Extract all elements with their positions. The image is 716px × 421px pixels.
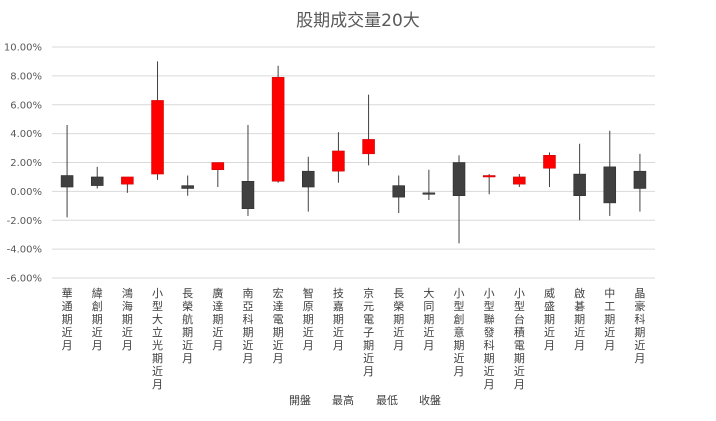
candle (90, 166, 104, 189)
candle-body (482, 175, 496, 178)
y-tick-label: 10.00% (4, 43, 42, 54)
y-tick-label: 6.00% (10, 100, 42, 111)
candle (362, 94, 375, 166)
candle (241, 124, 255, 216)
candle (181, 175, 194, 196)
y-axis-ticks: 10.00% 8.00% 6.00% 4.00% 2.00% 0.00% -2.00% -4.… (4, 43, 42, 285)
x-axis-labels: 華通期近月 緯創期近月 鴻海期近月 小型大立光期近月 長榮航期近月 廣達期近月 南亞科期近月… (62, 286, 646, 391)
candle-body (543, 155, 556, 169)
candle-body (121, 176, 134, 185)
candle (482, 174, 496, 195)
candle-body (633, 170, 647, 189)
x-tick-label: 中工期近月 (604, 287, 615, 352)
x-tick-label: 小型大立光期近月 (152, 287, 163, 391)
x-tick-label: 大同期近月 (423, 286, 434, 352)
candle (332, 132, 345, 183)
candle (603, 130, 617, 216)
y-tick-label: 2.00% (10, 158, 42, 169)
candle-body (211, 162, 225, 170)
legend-entry: 最低 (376, 394, 398, 407)
candle (633, 153, 647, 212)
y-tick-label: -2.00% (7, 216, 42, 227)
candle (151, 61, 164, 180)
y-tick-label: 0.00% (10, 187, 42, 198)
candle-body (513, 176, 526, 185)
x-tick-label: 鴻海期近月 (122, 286, 133, 352)
candle-body (392, 185, 405, 198)
x-tick-label: 小型創意期近月 (454, 287, 465, 378)
candle (60, 124, 74, 218)
y-tick-label: 8.00% (10, 71, 42, 82)
x-tick-label: 晶豪科期近月 (634, 287, 645, 365)
y-tick-label: -4.00% (7, 245, 42, 256)
y-tick-label: -6.00% (7, 274, 42, 285)
x-tick-label: 小型台積電期近月 (514, 287, 525, 391)
candle-body (90, 176, 104, 186)
candle-body (332, 150, 345, 172)
x-tick-label: 華通期近月 (62, 287, 73, 352)
candle-body (181, 185, 194, 189)
x-tick-label: 宏達電期近月 (273, 286, 284, 365)
candle (543, 152, 556, 188)
x-tick-label: 長榮航期近月 (182, 287, 193, 365)
x-tick-label: 小型聯發科期近月 (484, 287, 495, 391)
candle-body (603, 166, 617, 204)
candle-body (452, 162, 466, 196)
candle (302, 156, 315, 212)
legend-entry: 收盤 (419, 393, 441, 407)
grid-lines (52, 46, 655, 279)
legend-entry: 開盤 (289, 394, 311, 407)
candle-body (302, 170, 315, 188)
legend-entry: 最高 (332, 393, 354, 407)
x-tick-label: 威盛期近月 (544, 287, 555, 352)
candle-body (573, 173, 586, 196)
y-tick-label: 4.00% (10, 129, 42, 140)
candle (392, 175, 405, 214)
x-tick-label: 長榮期近月 (393, 287, 404, 352)
candle-body (422, 192, 436, 195)
x-tick-label: 南亞科期近月 (242, 287, 253, 365)
x-tick-label: 智原期近月 (303, 286, 314, 352)
candle-body (362, 139, 375, 155)
candle-body (151, 100, 164, 175)
x-tick-label: 緯創期近月 (92, 286, 103, 352)
x-tick-label: 廣達期近月 (212, 286, 223, 352)
candle (573, 143, 586, 221)
x-tick-label: 啟碁期近月 (574, 286, 585, 352)
candle-body (60, 175, 74, 188)
x-tick-label: 京元電子期近月 (363, 286, 374, 378)
candle-body (241, 181, 255, 209)
candle (452, 155, 466, 244)
chart-title: 股期成交量20大 (296, 11, 420, 31)
candle (121, 176, 134, 193)
x-tick-label: 技嘉期近月 (333, 287, 344, 352)
candle (513, 174, 526, 188)
candles (60, 61, 647, 244)
candle (211, 162, 225, 188)
candle (422, 169, 436, 201)
legend: 開盤 最高 最低 收盤 (289, 393, 441, 407)
candle-body (271, 77, 285, 182)
candle (271, 65, 285, 183)
